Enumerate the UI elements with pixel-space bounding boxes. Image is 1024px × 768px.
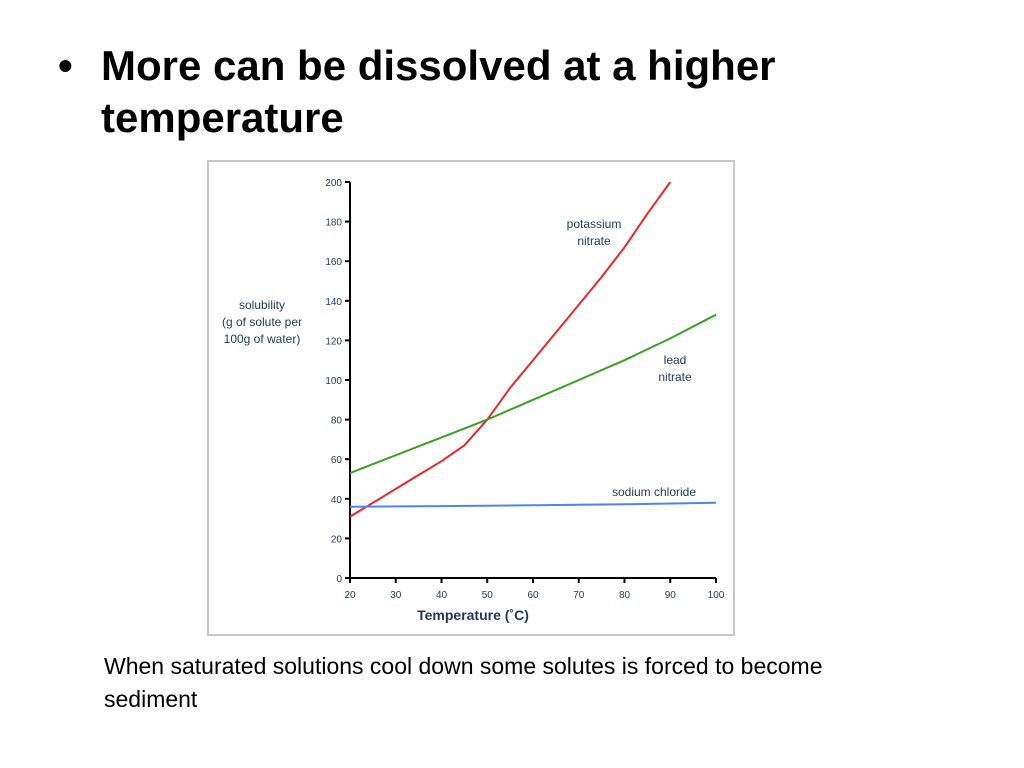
series-line-0 bbox=[349, 181, 672, 518]
series-label: potassium bbox=[567, 217, 622, 231]
y-tick-label: 80 bbox=[331, 416, 343, 427]
x-tick-label: 40 bbox=[436, 590, 448, 601]
x-axis-title: Temperature (˚C) bbox=[417, 607, 529, 623]
x-tick-label: 90 bbox=[665, 590, 677, 601]
series-label: nitrate bbox=[577, 234, 611, 248]
x-tick-label: 50 bbox=[482, 590, 494, 601]
y-tick-label: 20 bbox=[331, 534, 343, 545]
x-tick-label: 80 bbox=[619, 590, 631, 601]
y-axis-title-line: (g of solute per bbox=[222, 315, 302, 329]
series-label: lead bbox=[664, 353, 687, 367]
y-axis-title-line: 100g of water) bbox=[224, 332, 301, 346]
x-tick-label: 30 bbox=[390, 590, 402, 601]
y-tick-label: 180 bbox=[325, 218, 342, 229]
y-tick-label: 0 bbox=[336, 574, 342, 585]
y-tick-label: 120 bbox=[325, 336, 342, 347]
slide-heading: More can be dissolved at a higher temper… bbox=[101, 42, 776, 141]
slide-caption: When saturated solutions cool down some … bbox=[104, 653, 823, 712]
series-line-2 bbox=[349, 501, 717, 508]
y-axis-title-line: solubility bbox=[239, 298, 285, 312]
x-tick-label: 20 bbox=[344, 590, 356, 601]
series-label: nitrate bbox=[658, 370, 692, 384]
y-tick-label: 160 bbox=[325, 257, 342, 268]
y-tick-label: 140 bbox=[325, 297, 342, 308]
series-line-1 bbox=[349, 313, 717, 475]
x-tick-label: 70 bbox=[573, 590, 585, 601]
x-tick-label: 60 bbox=[527, 590, 539, 601]
y-tick-label: 100 bbox=[325, 376, 342, 387]
solubility-chart-frame: 0 20 40 60 80 100 120 140 160 180 200 20 30 40 50 60 70 8… bbox=[207, 160, 735, 636]
y-tick-label: 40 bbox=[331, 495, 343, 506]
y-tick-label: 60 bbox=[331, 455, 343, 466]
y-tick-label: 200 bbox=[325, 178, 342, 189]
slide-bullet: • More can be dissolved at a higher temp… bbox=[58, 40, 938, 144]
x-tick-label: 100 bbox=[708, 590, 725, 601]
bullet-marker: • bbox=[58, 42, 73, 89]
series-label: sodium chloride bbox=[612, 485, 696, 499]
